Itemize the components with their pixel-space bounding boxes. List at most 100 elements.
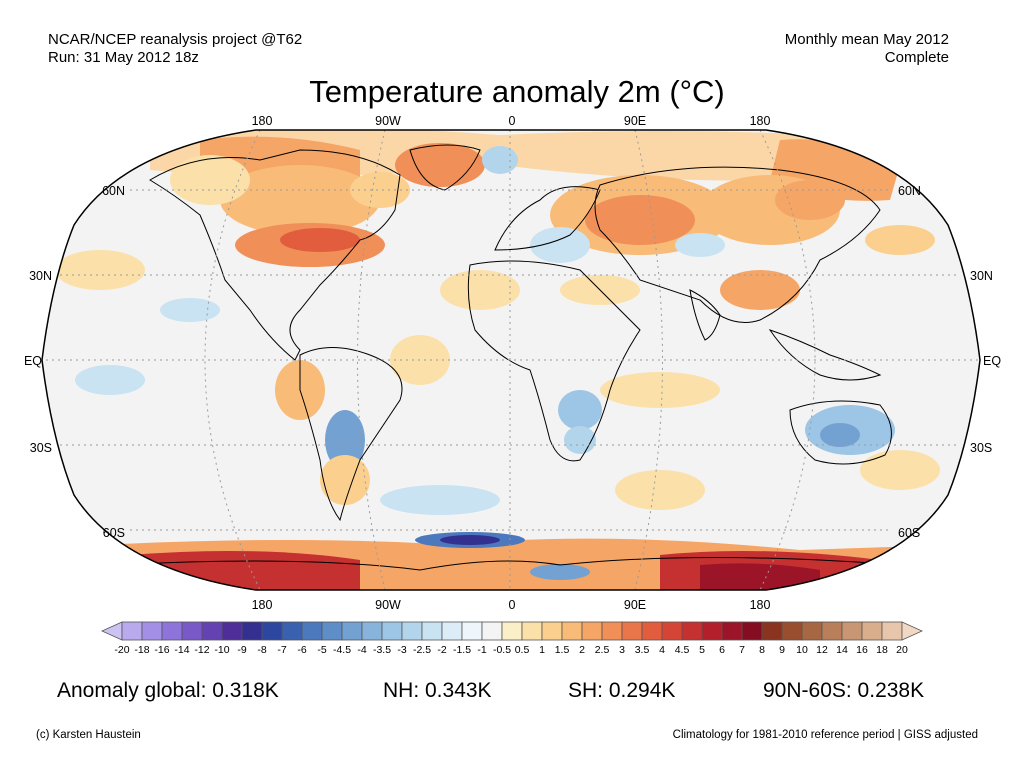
colorbar-cell	[521, 621, 543, 641]
colorbar-cell	[441, 621, 463, 641]
colorbar-cell	[721, 621, 743, 641]
colorbar-cell	[501, 621, 523, 641]
colorbar-tick-label: 16	[856, 644, 868, 656]
lat-label-left-30s: 30S	[30, 441, 52, 455]
colorbar-cell	[281, 621, 303, 641]
lon-label-bottom-0: 0	[509, 598, 516, 612]
colorbar-tick-label: -20	[114, 644, 129, 656]
colorbar-tick-label: -16	[154, 644, 169, 656]
colorbar-tick-label: -18	[134, 644, 149, 656]
colorbar-cell	[741, 621, 763, 641]
lon-label-bottom-180e: 180	[750, 598, 771, 612]
colorbar-tick-label: -6	[297, 644, 306, 656]
colorbar-tick-label: -14	[174, 644, 189, 656]
graticule	[42, 130, 980, 590]
colorbar-tick-label: -4.5	[333, 644, 351, 656]
colorbar-cell	[301, 621, 323, 641]
colorbar-cell	[881, 621, 903, 641]
colorbar-cell	[601, 621, 623, 641]
colorbar-cell	[701, 621, 723, 641]
colorbar-tick-label: -1.5	[453, 644, 471, 656]
colorbar-tick-label: 2	[579, 644, 585, 656]
lat-label-right-60s: 60S	[898, 526, 920, 540]
map-title: Temperature anomaly 2m (°C)	[309, 74, 725, 109]
lat-label-right-60n: 60N	[898, 184, 921, 198]
colorbar-cell	[401, 621, 423, 641]
stat-sh: SH: 0.294K	[568, 679, 676, 702]
lat-label-right-30s: 30S	[970, 441, 992, 455]
lon-label-top-90e: 90E	[624, 114, 646, 128]
colorbar-tick-label: -3	[397, 644, 406, 656]
colorbar-cell	[761, 621, 783, 641]
colorbar-cell	[661, 621, 683, 641]
colorbar-tick-label: -1	[477, 644, 486, 656]
colorbar-cell	[861, 621, 883, 641]
colorbar-cell	[781, 621, 803, 641]
lon-label-bottom-90e: 90E	[624, 598, 646, 612]
colorbar-tick-label: 10	[796, 644, 808, 656]
colorbar-cell	[341, 621, 363, 641]
colorbar-cell	[621, 621, 643, 641]
colorbar-tick-label: -9	[237, 644, 246, 656]
lat-label-left-60s: 60S	[103, 526, 125, 540]
colorbar-cell	[821, 621, 843, 641]
colorbar-cell	[541, 621, 563, 641]
colorbar-cell	[801, 621, 823, 641]
lat-label-left-30n: 30N	[29, 269, 52, 283]
colorbar-cell	[241, 621, 263, 641]
colorbar-tick-label: -2.5	[413, 644, 431, 656]
colorbar: -20 -18 -16 -14 -12 -10 -9 -8 -7 -6 -5 -4.5 -4 -3.5 -3…	[101, 621, 923, 656]
colorbar-tick-label: 6	[719, 644, 725, 656]
climatology-note: Climatology for 1981-2010 reference peri…	[672, 729, 978, 741]
colorbar-tick-label: 1	[539, 644, 545, 656]
lat-label-right-30n: 30N	[970, 269, 993, 283]
lon-label-top-180e: 180	[750, 114, 771, 128]
colorbar-cell	[161, 621, 183, 641]
source-line-1: NCAR/NCEP reanalysis project @T62	[48, 31, 303, 48]
colorbar-tick-label: 1.5	[555, 644, 570, 656]
colorbar-tick-label: -10	[214, 644, 229, 656]
colorbar-cell	[421, 621, 443, 641]
source-line-2: Run: 31 May 2012 18z	[48, 49, 199, 66]
colorbar-tick-label: 4.5	[675, 644, 690, 656]
source-label: NCAR/NCEP reanalysis project @T62 Run: 3…	[48, 31, 302, 67]
colorbar-cell	[581, 621, 603, 641]
lon-label-top-90w: 90W	[375, 114, 401, 128]
colorbar-cell	[221, 621, 243, 641]
colorbar-cell	[481, 621, 503, 641]
colorbar-tick-label: 12	[816, 644, 828, 656]
colorbar-tick-label: 3	[619, 644, 625, 656]
colorbar-tick-label: -0.5	[493, 644, 511, 656]
colorbar-tick-label: 18	[876, 644, 888, 656]
stat-nh: NH: 0.343K	[383, 679, 492, 702]
lon-label-bottom-180w: 180	[252, 598, 273, 612]
colorbar-cells	[101, 621, 923, 641]
colorbar-cell	[841, 621, 863, 641]
stat-polar: 90N-60S: 0.238K	[763, 679, 925, 702]
lon-label-bottom-90w: 90W	[375, 598, 401, 612]
period-line-1: Monthly mean May 2012	[784, 31, 949, 48]
colorbar-tick-label: 20	[896, 644, 908, 656]
colorbar-tick-label: -7	[277, 644, 286, 656]
colorbar-labels: -20 -18 -16 -14 -12 -10 -9 -8 -7 -6 -5 -4.5 -4 -3.5 -3…	[114, 644, 908, 656]
colorbar-tick-label: 0.5	[515, 644, 530, 656]
colorbar-tick-label: 3.5	[635, 644, 650, 656]
lon-label-top-0: 0	[509, 114, 516, 128]
colorbar-cell	[381, 621, 403, 641]
colorbar-low-arrow	[101, 621, 123, 641]
colorbar-tick-label: -8	[257, 644, 266, 656]
colorbar-tick-label: -4	[357, 644, 366, 656]
lat-label-left-60n: 60N	[102, 184, 125, 198]
period-line-2: Complete	[884, 49, 949, 66]
colorbar-tick-label: -2	[437, 644, 446, 656]
colorbar-tick-label: 9	[779, 644, 785, 656]
colorbar-tick-label: 4	[659, 644, 665, 656]
colorbar-high-arrow	[901, 621, 923, 641]
period-label: Monthly mean May 2012 Complete	[785, 31, 949, 67]
colorbar-tick-label: 8	[759, 644, 765, 656]
colorbar-cell	[641, 621, 663, 641]
colorbar-tick-label: 5	[699, 644, 705, 656]
colorbar-cell	[461, 621, 483, 641]
colorbar-cell	[321, 621, 343, 641]
colorbar-cell	[141, 621, 163, 641]
